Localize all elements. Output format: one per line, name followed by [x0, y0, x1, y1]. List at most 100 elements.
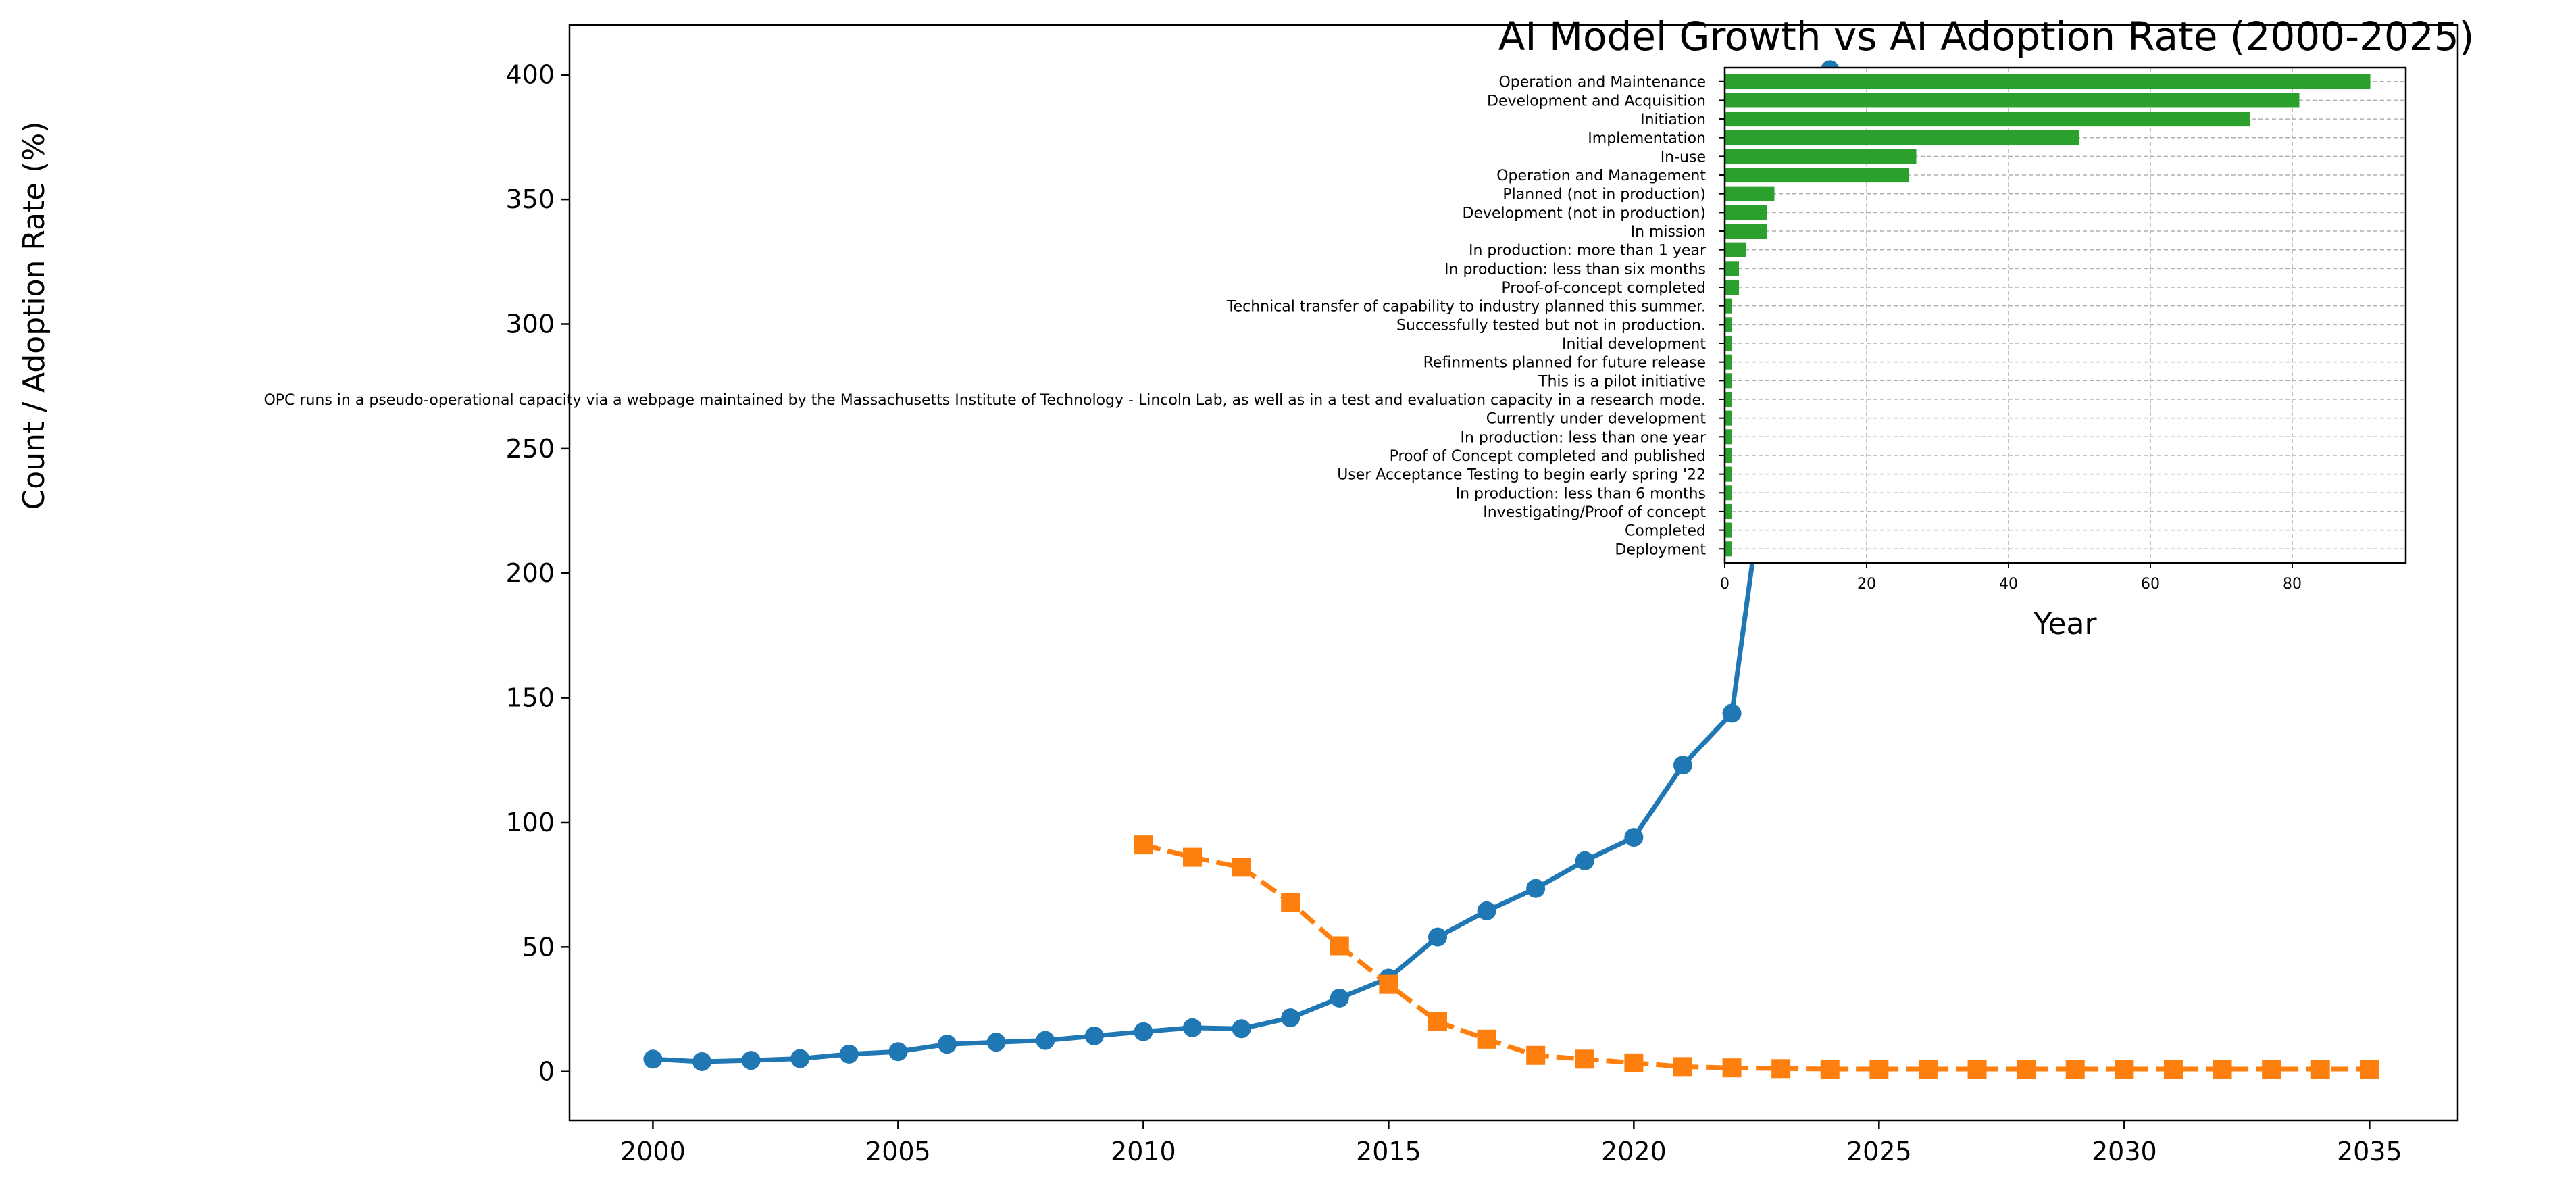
data-point-circle [1673, 756, 1692, 775]
chart-title: AI Model Growth vs AI Adoption Rate (200… [1498, 14, 2475, 59]
y-tick-label: 50 [522, 932, 555, 962]
inset-chart: 0 20 40 60 80 Operation and Maintenance Devel… [263, 66, 2407, 641]
inset-category-label: Development and Acquisition [1487, 93, 1706, 109]
data-point-square [1134, 835, 1153, 855]
inset-x-tick-label: 0 [1720, 576, 1729, 593]
inset-bar [1725, 298, 1732, 314]
data-point-circle [1084, 1026, 1104, 1045]
inset-bar [1725, 503, 1732, 519]
inset-category-labels: Operation and Maintenance Development and… [263, 74, 1725, 558]
data-point-square [1232, 858, 1251, 877]
inset-category-label: Operation and Maintenance [1498, 74, 1706, 91]
data-point-square [2115, 1060, 2134, 1079]
inset-category-label: Currently under development [1486, 411, 1707, 428]
x-tick-label: 2010 [1111, 1137, 1176, 1166]
inset-bar [1725, 223, 1767, 239]
data-point-square [1771, 1059, 1791, 1079]
inset-category-label: In production: less than 6 months [1456, 485, 1706, 502]
data-point-square [2065, 1060, 2085, 1079]
data-point-circle [1526, 879, 1546, 898]
data-point-square [2163, 1060, 2183, 1079]
data-point-circle [1428, 927, 1447, 947]
inset-category-label: Deployment [1615, 541, 1706, 558]
inset-bar [1725, 74, 2371, 89]
inset-category-label: User Acceptance Testing to begin early s… [1337, 467, 1706, 484]
inset-bar [1725, 242, 1746, 257]
inset-category-label: Refinments planned for future release [1423, 355, 1706, 372]
inset-bar [1725, 93, 2300, 108]
y-tick-label: 300 [505, 309, 555, 339]
data-point-circle [1134, 1022, 1153, 1041]
inset-bar [1725, 149, 1917, 164]
inset-category-label: Initial development [1562, 336, 1706, 353]
inset-category-label: Initiation [1640, 112, 1706, 128]
data-point-square [1673, 1057, 1692, 1077]
data-point-square [2360, 1060, 2379, 1079]
data-point-circle [1232, 1019, 1251, 1039]
inset-category-label: Operation and Management [1496, 168, 1706, 184]
inset-bar [1725, 279, 1739, 295]
data-point-circle [692, 1052, 712, 1071]
inset-category-label: In production: less than six months [1444, 261, 1706, 278]
main-x-axis: 2000 2005 2010 2015 2020 2025 2030 2035 [620, 1120, 2402, 1166]
inset-bar [1725, 167, 1909, 183]
data-point-circle [938, 1035, 957, 1054]
inset-category-label: In production: less than one year [1460, 429, 1706, 446]
data-point-square [1624, 1053, 1644, 1072]
data-point-square [1820, 1060, 1840, 1079]
inset-bar [1725, 317, 1732, 332]
inset-category-label: Technical transfer of capability to indu… [1226, 299, 1706, 316]
data-point-square [1281, 892, 1300, 912]
data-point-square [1182, 847, 1202, 867]
inset-category-label: Implementation [1588, 130, 1706, 147]
inset-bar [1725, 130, 2079, 145]
inset-bar [1725, 410, 1732, 426]
data-point-circle [1722, 703, 1742, 723]
inset-category-label: Successfully tested but not in productio… [1396, 317, 1706, 334]
inset-plot-frame [1723, 66, 2407, 564]
data-point-square [1722, 1058, 1742, 1078]
inset-bar [1725, 522, 1732, 538]
inset-bar [1725, 373, 1732, 389]
data-point-square [1330, 936, 1349, 956]
data-point-square [1575, 1049, 1594, 1069]
main-series-markers [643, 60, 2379, 1079]
inset-bar [1725, 186, 1775, 201]
x-tick-label: 2015 [1356, 1137, 1421, 1166]
inset-category-label: Completed [1625, 523, 1706, 540]
inset-x-tick-label: 80 [2283, 576, 2302, 593]
inset-category-label: In mission [1631, 224, 1706, 241]
inset-x-tick-label: 20 [1857, 576, 1876, 593]
data-point-square [2213, 1060, 2232, 1079]
inset-category-label: This is a pilot initiative [1538, 373, 1706, 390]
inset-bar [1725, 112, 2250, 127]
inset-category-label: Proof of Concept completed and published [1390, 448, 1706, 465]
data-point-square [1526, 1045, 1546, 1065]
y-tick-label: 350 [505, 184, 555, 214]
inset-category-label: Planned (not in production) [1502, 187, 1706, 203]
y-tick-label: 400 [505, 60, 555, 90]
data-point-circle [839, 1044, 859, 1064]
data-point-square [1869, 1060, 1889, 1079]
y-tick-label: 200 [505, 558, 555, 588]
inset-category-label: Investigating/Proof of concept [1483, 504, 1706, 521]
inset-x-axis: 0 20 40 60 80 [1720, 563, 2302, 593]
data-point-circle [986, 1033, 1006, 1052]
data-point-square [2310, 1060, 2330, 1079]
inset-bar [1725, 391, 1732, 407]
x-tick-label: 2025 [1846, 1137, 1912, 1166]
data-point-square [1379, 974, 1398, 994]
data-point-circle [888, 1042, 908, 1062]
inset-bar [1725, 205, 1767, 220]
data-point-square [2262, 1060, 2281, 1079]
data-point-circle [741, 1051, 761, 1070]
data-point-circle [1575, 851, 1594, 870]
data-point-circle [1624, 828, 1644, 847]
x-tick-label: 2020 [1601, 1137, 1667, 1166]
inset-bars [1725, 74, 2371, 557]
inset-bar [1725, 466, 1732, 482]
x-tick-label: 2030 [2092, 1137, 2157, 1166]
data-point-circle [790, 1049, 810, 1068]
y-tick-label: 250 [505, 434, 555, 464]
main-chart: 2000 2005 2010 2015 2020 2025 2030 2035 0501001… [17, 24, 2459, 1166]
